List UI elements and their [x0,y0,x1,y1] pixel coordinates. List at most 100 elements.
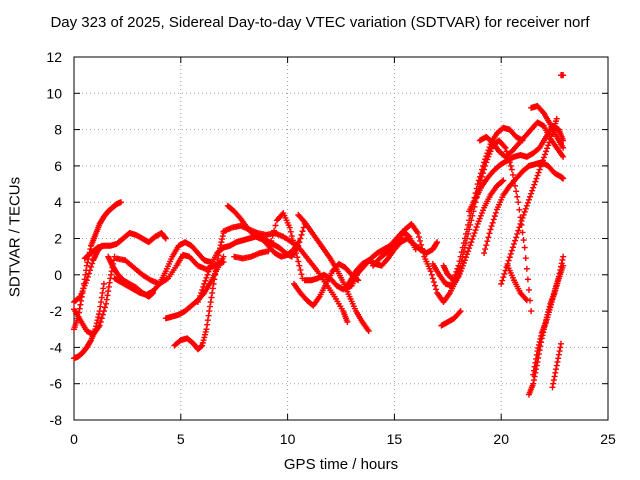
data-point [475,218,482,225]
data-point [481,250,488,257]
data-point [500,177,507,184]
data-point [469,236,476,243]
data-point [470,233,477,240]
data-point [104,292,111,299]
data-point [98,299,105,306]
data-point [507,162,514,169]
series-t28 [525,262,567,398]
data-point [82,279,89,286]
data-point [298,231,305,238]
data-point [428,271,435,278]
data-point [560,144,567,151]
data-point [197,292,204,299]
data-point [532,359,539,366]
data-point [206,308,213,315]
data-point [103,300,110,307]
y-tick-label: 8 [54,122,62,138]
data-point [543,148,550,155]
data-point [291,241,298,248]
data-point [478,166,485,173]
data-point [414,230,421,237]
data-point [457,308,464,315]
data-point [204,321,211,328]
data-point [295,258,302,265]
data-point [552,369,559,376]
data-point [268,237,275,244]
data-point [213,263,220,270]
data-point [512,182,519,189]
data-point [418,241,425,248]
y-tick-label: -2 [50,303,63,319]
data-point [548,133,555,140]
data-point [524,276,531,283]
data-point [549,296,556,303]
x-tick-label: 15 [387,431,403,447]
data-point [514,230,521,237]
data-point [537,335,544,342]
data-point [300,224,307,231]
data-point [219,233,226,240]
data-point [521,244,528,251]
data-point [480,207,487,214]
data-point [534,172,541,179]
data-point [84,259,91,266]
data-point [203,274,210,281]
data-point [212,267,219,274]
data-point [76,305,83,312]
data-point [516,206,523,213]
data-point [298,271,305,278]
data-point [550,377,557,384]
data-point [486,230,493,237]
data-point [194,299,201,306]
data-point [449,280,456,287]
data-point [533,175,540,182]
series-t32 [558,72,567,79]
data-point [195,296,202,302]
data-point [201,334,208,341]
data-point [430,279,437,286]
data-point [523,297,530,304]
data-point [457,253,464,260]
data-point [520,211,527,218]
data-point [523,202,530,209]
data-point [419,245,426,252]
data-point [433,286,440,293]
data-point [534,348,541,355]
data-point [484,150,491,157]
data-point [211,276,218,283]
data-point [293,250,300,257]
data-point [206,303,213,310]
data-point [501,143,508,150]
data-point [484,238,491,245]
data-point [89,260,96,267]
data-point [520,237,527,244]
data-point [530,184,537,191]
data-point [471,230,478,237]
data-point [536,338,543,345]
data-point [206,265,213,272]
data-point [531,363,538,370]
data-point [454,265,461,272]
data-point [205,312,212,319]
data-point [511,240,518,247]
data-point [541,151,548,158]
series-t31 [549,340,565,391]
data-point [202,328,209,335]
data-point [266,243,273,250]
series-t33 [504,262,530,304]
data-point [79,288,86,295]
data-point [550,290,557,297]
data-point [465,248,472,255]
data-point [431,282,438,289]
data-point [97,303,104,310]
x-tick-label: 25 [600,431,616,447]
data-point [200,337,207,344]
data-point [462,230,469,237]
data-point [560,253,567,260]
data-point [286,224,293,231]
data-point [533,355,540,362]
data-point [536,166,543,173]
data-point [287,228,294,235]
data-point [512,237,519,244]
data-point [474,181,481,188]
